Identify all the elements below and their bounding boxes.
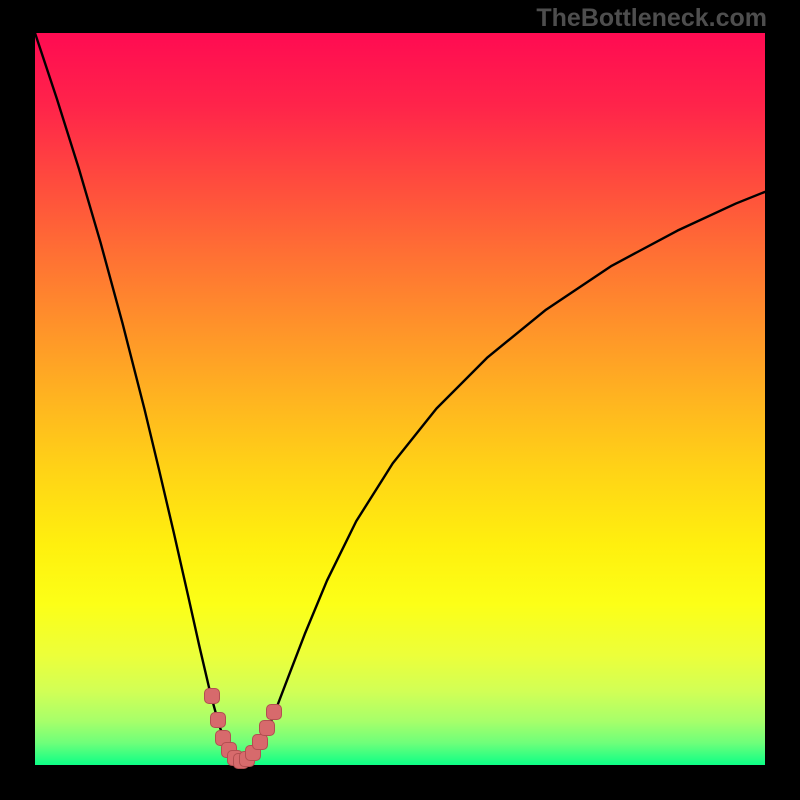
curve-marker	[259, 720, 275, 736]
curve-marker	[266, 704, 282, 720]
curve-layer	[0, 0, 800, 800]
bottleneck-curve	[35, 33, 765, 762]
curve-marker	[204, 688, 220, 704]
curve-marker	[252, 734, 268, 750]
chart-canvas: TheBottleneck.com	[0, 0, 800, 800]
curve-marker	[210, 712, 226, 728]
